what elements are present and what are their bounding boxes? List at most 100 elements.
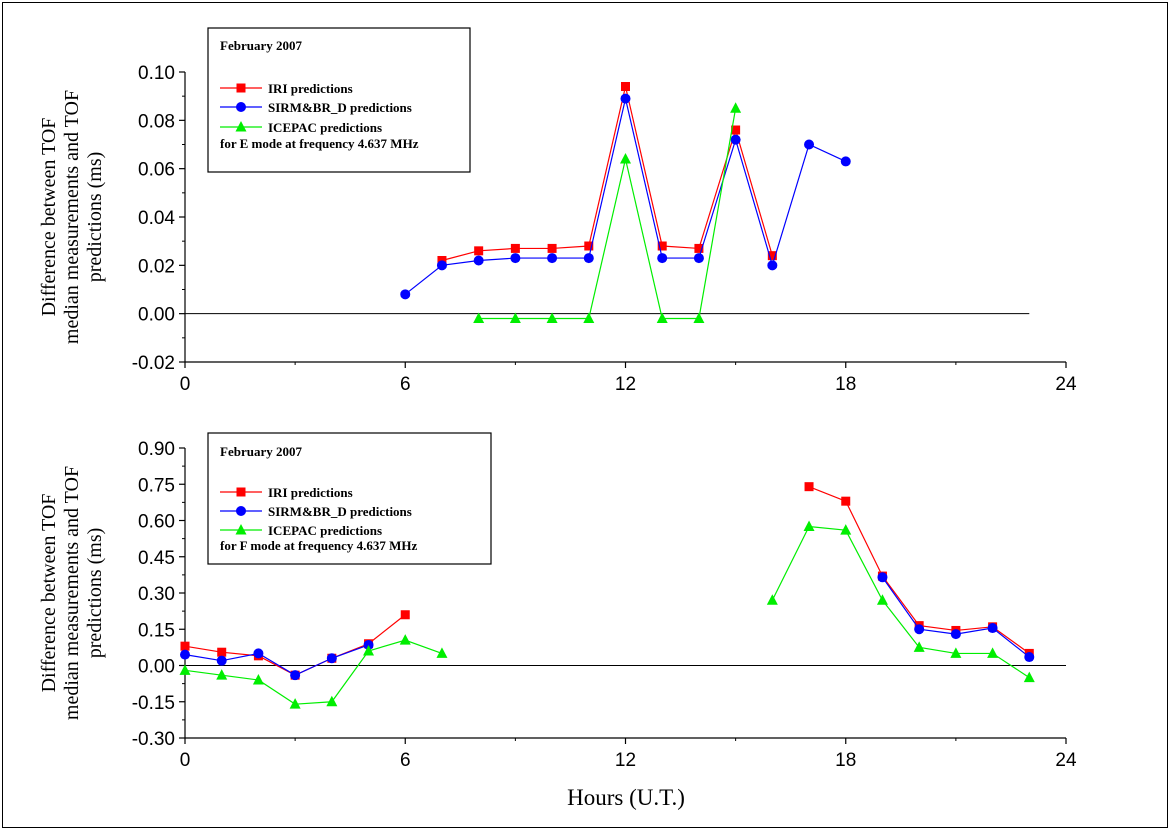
series-triangle bbox=[473, 102, 742, 323]
legend-swatch-marker bbox=[236, 83, 246, 93]
series-line bbox=[771, 525, 1030, 679]
data-point bbox=[583, 253, 594, 264]
legend-swatch-marker bbox=[235, 121, 247, 132]
data-point bbox=[473, 312, 485, 323]
y-tick-label: -0.15 bbox=[132, 693, 175, 714]
legend-entry: ICEPAC predictions bbox=[268, 120, 382, 135]
y-tick-label: 0.06 bbox=[138, 160, 175, 181]
y-axis-label-line: median measurements and TOF bbox=[61, 466, 83, 720]
data-point bbox=[620, 93, 631, 104]
data-point bbox=[657, 253, 668, 264]
legend-entry: IRI predictions bbox=[268, 485, 353, 500]
data-point bbox=[656, 312, 668, 323]
data-point bbox=[767, 260, 778, 271]
x-tick-label: 0 bbox=[180, 750, 191, 771]
data-point bbox=[693, 253, 704, 264]
data-point bbox=[252, 674, 264, 685]
y-tick-label: 0.15 bbox=[138, 620, 175, 641]
series-circle bbox=[400, 93, 851, 300]
data-point bbox=[217, 647, 227, 657]
y-tick-label: 0.10 bbox=[138, 63, 175, 84]
y-axis-label-line: Difference between TOF bbox=[38, 118, 60, 317]
data-point bbox=[914, 624, 925, 635]
y-tick-label: 0.00 bbox=[138, 657, 175, 678]
data-point bbox=[693, 312, 705, 323]
y-axis-label-line: predictions (ms) bbox=[84, 528, 106, 659]
data-point bbox=[547, 243, 557, 253]
y-tick-label: -0.30 bbox=[132, 729, 175, 750]
data-point bbox=[326, 695, 338, 707]
data-point bbox=[399, 634, 411, 645]
data-point bbox=[180, 641, 190, 651]
data-point bbox=[767, 251, 777, 261]
data-point bbox=[621, 82, 630, 91]
x-tick-label: 24 bbox=[1055, 750, 1077, 771]
series-circle bbox=[180, 572, 1035, 681]
series-line bbox=[184, 639, 443, 705]
data-point bbox=[877, 572, 888, 583]
data-point bbox=[436, 647, 448, 658]
data-point bbox=[584, 241, 594, 251]
data-point bbox=[290, 670, 301, 681]
data-point bbox=[950, 629, 961, 640]
data-point bbox=[804, 482, 814, 492]
y-tick-label: 0.90 bbox=[138, 439, 175, 460]
y-tick-label: 0.04 bbox=[138, 208, 175, 229]
legend-title: February 2007 bbox=[220, 444, 302, 459]
data-point bbox=[950, 647, 962, 658]
x-tick-label: 18 bbox=[835, 750, 856, 771]
y-axis-label: Difference between TOFmedian measurement… bbox=[38, 466, 106, 720]
data-point bbox=[1023, 671, 1035, 683]
data-point bbox=[731, 125, 741, 135]
y-tick-label: 0.08 bbox=[138, 111, 175, 132]
y-tick-label: 0.00 bbox=[138, 305, 175, 326]
data-point bbox=[289, 698, 301, 709]
legend: February 2007 IRI predictions SIRM&BR_D pr… bbox=[207, 27, 471, 173]
y-axis-label-line: Difference between TOF bbox=[38, 494, 60, 693]
x-tick-label: 0 bbox=[180, 374, 191, 395]
data-point bbox=[876, 594, 888, 605]
y-tick-label: 0.02 bbox=[138, 256, 175, 277]
data-point bbox=[253, 648, 264, 659]
data-point bbox=[436, 260, 447, 271]
legend-entry: ICEPAC predictions bbox=[268, 523, 382, 538]
legend-box bbox=[207, 432, 492, 565]
x-tick-label: 6 bbox=[400, 374, 411, 395]
y-axis-label: Difference between TOFmedian measurement… bbox=[38, 90, 106, 344]
data-point bbox=[474, 246, 484, 256]
data-point bbox=[216, 655, 227, 666]
data-point bbox=[803, 520, 815, 532]
legend-title: February 2007 bbox=[220, 38, 302, 53]
series-line bbox=[184, 644, 369, 676]
legend-note: for F mode at frequency 4.637 MHz bbox=[220, 538, 417, 553]
x-tick-label: 24 bbox=[1055, 374, 1077, 395]
data-point bbox=[730, 102, 742, 113]
data-point bbox=[840, 524, 852, 535]
data-point bbox=[400, 289, 411, 300]
data-point bbox=[804, 139, 815, 150]
y-tick-label: 0.45 bbox=[138, 548, 175, 569]
data-point bbox=[694, 243, 704, 253]
data-point bbox=[509, 312, 521, 323]
legend-box bbox=[207, 27, 471, 173]
data-point bbox=[657, 241, 667, 251]
panel-e-mode: -0.02 0.00 0.02 0.04 0.06 0.08 0.10 0 6 12 18 24 Dif… bbox=[38, 27, 1077, 395]
legend-entry: IRI predictions bbox=[268, 81, 353, 96]
data-point bbox=[1024, 652, 1035, 663]
data-point bbox=[363, 639, 374, 650]
data-point bbox=[987, 647, 999, 658]
data-point bbox=[583, 312, 595, 323]
x-tick-label: 12 bbox=[615, 750, 636, 771]
data-point bbox=[179, 664, 191, 675]
data-point bbox=[510, 253, 521, 264]
data-point bbox=[730, 134, 741, 145]
legend-swatch-marker bbox=[236, 506, 246, 516]
legend-swatch-marker bbox=[235, 524, 247, 535]
x-tick-label: 6 bbox=[400, 750, 411, 771]
data-point bbox=[620, 153, 631, 164]
x-tick-label: 12 bbox=[615, 374, 636, 395]
data-point bbox=[473, 255, 484, 266]
legend-entry: SIRM&BR_D predictions bbox=[268, 100, 412, 115]
series-triangle bbox=[179, 520, 1035, 709]
